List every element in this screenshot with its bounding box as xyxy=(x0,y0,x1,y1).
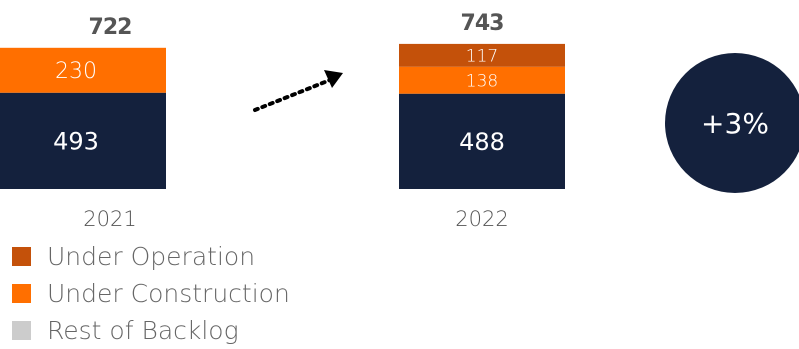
labels-layer: 493 230 722 2021 488 138 117 743 2022 xyxy=(53,11,509,231)
category-label-2022: 2022 xyxy=(455,207,508,231)
legend-label: Under Operation xyxy=(47,242,256,271)
bar-segment-rest-of-backlog-2021 xyxy=(0,92,166,189)
data-label-under-operation-2022: 117 xyxy=(466,46,498,66)
dotted-growth-arrow xyxy=(253,78,332,112)
growth-circle xyxy=(665,53,799,193)
category-label-2021: 2021 xyxy=(83,207,136,231)
data-label-rest-of-backlog-2022: 488 xyxy=(459,128,505,156)
legend-item-rest-of-backlog: Rest of Backlog xyxy=(12,312,290,349)
legend-item-under-construction: Under Construction xyxy=(12,275,290,312)
stacked-bar-chart: 493 230 722 2021 488 138 117 743 2022 +3% xyxy=(0,11,799,231)
data-label-under-construction-2021: 230 xyxy=(55,59,97,84)
total-label-2022: 743 xyxy=(461,11,504,36)
bar-segment-under-operation-2022 xyxy=(399,43,565,67)
legend-swatch-under-construction xyxy=(12,284,31,303)
legend-label: Under Construction xyxy=(47,279,290,308)
arrow-head xyxy=(324,70,343,88)
legend-swatch-under-operation xyxy=(12,247,31,266)
legend-item-under-operation: Under Operation xyxy=(12,238,290,275)
bars-layer xyxy=(0,43,565,189)
data-label-rest-of-backlog-2021: 493 xyxy=(53,128,99,156)
bar-segment-under-construction-2022 xyxy=(399,66,565,94)
bar-segment-under-construction-2021 xyxy=(0,47,166,93)
bar-segment-rest-of-backlog-2022 xyxy=(399,93,565,189)
data-label-under-construction-2022: 138 xyxy=(466,71,498,91)
legend: Under Operation Under Construction Rest … xyxy=(12,238,290,349)
legend-swatch-rest-of-backlog xyxy=(12,321,31,340)
legend-label: Rest of Backlog xyxy=(47,316,239,345)
growth-label: +3% xyxy=(701,107,769,140)
total-label-2021: 722 xyxy=(89,15,132,40)
